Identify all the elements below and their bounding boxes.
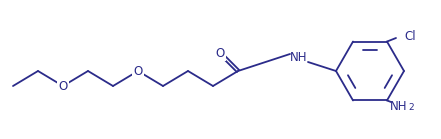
Text: Cl: Cl	[404, 29, 415, 43]
Text: O: O	[215, 47, 224, 59]
Text: O: O	[133, 64, 142, 78]
Text: O: O	[215, 47, 224, 59]
Text: NH: NH	[390, 100, 408, 112]
Text: 2: 2	[408, 104, 414, 112]
Text: NH: NH	[290, 50, 308, 64]
Text: O: O	[58, 80, 67, 92]
